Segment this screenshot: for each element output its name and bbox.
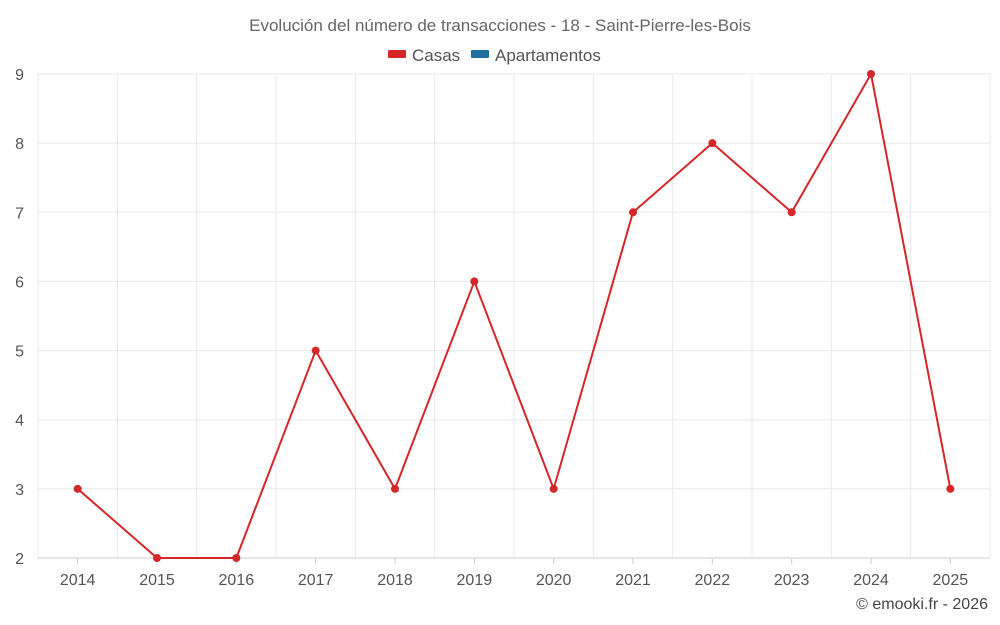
y-tick-label: 5 [15,344,24,361]
series-line-casas [77,73,952,559]
x-tick-label: 2016 [219,572,255,589]
legend-swatch-apartamentos[interactable] [471,50,489,58]
data-point[interactable] [549,484,558,493]
y-tick-label: 6 [15,274,24,291]
credit-text: © emooki.fr - 2026 [856,596,988,613]
legend: Casas Apartamentos [388,46,601,65]
data-point[interactable] [311,346,320,355]
data-point[interactable] [708,139,717,148]
series [73,70,955,562]
legend-label-casas[interactable]: Casas [412,46,460,65]
axes: 2 3 4 5 6 7 8 9 2014 2015 2016 2017 2018 2019 2020 2021… [15,67,990,589]
x-tick-label: 2025 [933,572,969,589]
y-tick-label: 3 [15,482,24,499]
data-point[interactable] [470,277,479,286]
data-point[interactable] [867,70,875,78]
data-point[interactable] [73,484,82,493]
data-point[interactable] [232,554,241,562]
data-point[interactable] [153,554,161,562]
y-tick-label: 4 [15,413,24,430]
y-tick-label: 9 [15,67,24,84]
x-tick-label: 2023 [774,572,810,589]
data-point[interactable] [629,208,637,217]
legend-swatch-casas[interactable] [388,50,406,58]
grid [37,73,991,558]
x-tick-label: 2017 [298,572,334,589]
x-tick-label: 2021 [615,572,651,589]
y-tick-label: 8 [15,136,24,153]
y-tick-label: 2 [15,551,24,568]
x-tick-label: 2022 [695,572,731,589]
x-tick-label: 2015 [139,572,175,589]
x-tick-label: 2018 [377,572,413,589]
x-tick-label: 2019 [457,572,493,589]
x-tick-label: 2014 [60,572,96,589]
x-tick-label: 2024 [853,572,889,589]
data-point[interactable] [787,208,796,217]
data-point[interactable] [391,484,399,493]
legend-label-apartamentos[interactable]: Apartamentos [495,46,601,65]
y-tick-label: 7 [15,205,24,222]
chart-title: Evolución del número de transacciones - … [249,16,751,35]
data-point[interactable] [946,484,955,493]
x-tick-label: 2020 [536,572,572,589]
